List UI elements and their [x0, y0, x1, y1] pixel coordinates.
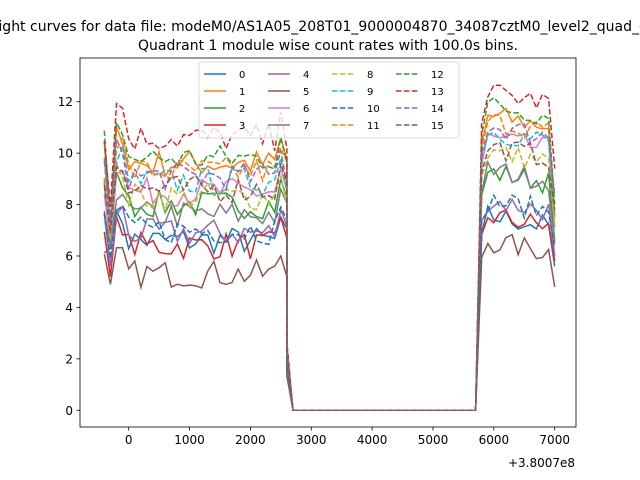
y-tick-label: 6 — [65, 250, 73, 264]
y-tick-label: 10 — [58, 147, 73, 161]
legend-label-2: 2 — [239, 104, 245, 115]
legend-label-13: 13 — [431, 87, 444, 98]
series-line-7 — [103, 159, 556, 412]
legend-label-9: 9 — [367, 87, 373, 98]
legend-label-11: 11 — [367, 121, 380, 132]
legend-label-15: 15 — [431, 121, 444, 132]
series-line-11 — [103, 114, 556, 412]
series-line-8 — [103, 145, 556, 412]
series-line-5 — [103, 233, 556, 412]
legend-label-14: 14 — [431, 104, 444, 115]
legend-label-1: 1 — [239, 87, 245, 98]
x-tick-label: 4000 — [357, 433, 388, 447]
legend-label-5: 5 — [303, 87, 309, 98]
x-offset-label: +3.8007e8 — [508, 456, 575, 470]
legend-label-8: 8 — [367, 70, 373, 81]
series-line-15 — [103, 141, 556, 412]
series-line-14 — [103, 123, 556, 412]
x-tick-label: 7000 — [539, 433, 570, 447]
legend-label-0: 0 — [239, 70, 245, 81]
y-tick-label: 12 — [58, 95, 73, 109]
axes-frame — [79, 57, 577, 428]
x-tick-label: 0 — [125, 433, 133, 447]
figure-suptitle: Plotting light curves for data file: mod… — [0, 19, 640, 35]
series-line-3 — [103, 209, 556, 412]
x-tick-label: 2000 — [235, 433, 266, 447]
x-tick-label: 6000 — [479, 433, 510, 447]
y-tick-label: 4 — [65, 301, 73, 315]
y-tick-label: 8 — [65, 198, 73, 212]
x-tick-label: 1000 — [174, 433, 205, 447]
legend-label-12: 12 — [431, 70, 444, 81]
y-tick-label: 2 — [65, 352, 73, 366]
plot-area — [103, 84, 556, 412]
y-tick-label: 0 — [65, 404, 73, 418]
series-line-9 — [103, 131, 556, 412]
axes-title: Quadrant 1 module wise count rates with … — [138, 38, 518, 54]
series-line-4 — [103, 197, 556, 412]
legend-label-10: 10 — [367, 104, 380, 115]
legend-label-6: 6 — [303, 104, 309, 115]
legend-label-3: 3 — [239, 121, 245, 132]
legend-box — [198, 61, 460, 139]
series-line-10 — [103, 193, 556, 412]
legend-label-4: 4 — [303, 70, 309, 81]
legend-label-7: 7 — [303, 121, 309, 132]
series-line-12 — [103, 96, 556, 412]
x-tick-label: 5000 — [418, 433, 449, 447]
x-tick-label: 3000 — [296, 433, 327, 447]
